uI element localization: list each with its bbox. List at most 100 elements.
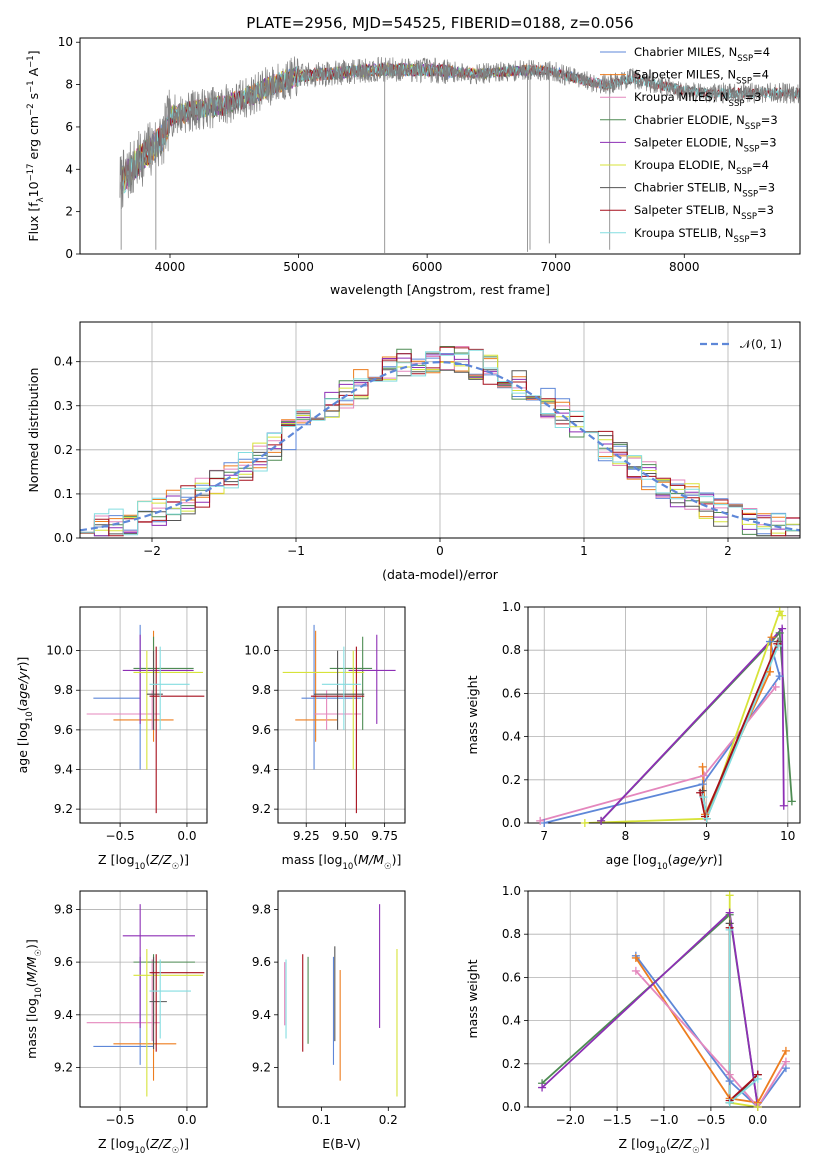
mass-weight-line [541, 913, 759, 1107]
model-spectrum-line [120, 63, 800, 194]
mass-weight-line [635, 957, 787, 1104]
plus-marker [702, 814, 711, 823]
x-tick-label: −0.5 [106, 1113, 135, 1127]
y-tick-label: 0.8 [502, 643, 521, 657]
y-tick-label: 0.0 [502, 1100, 521, 1114]
plot-area [282, 624, 396, 814]
plus-marker [540, 819, 549, 827]
legend-label: Salpeter ELODIE, NSSP=3 [634, 135, 777, 154]
legend-label: 𝒩(0, 1) [740, 337, 782, 351]
residual-histogram-step [80, 346, 800, 537]
y-tick-label: 0.8 [502, 927, 521, 941]
y-tick-label: 9.4 [252, 1008, 271, 1022]
plus-marker [775, 607, 784, 616]
y-tick-label: 9.2 [252, 802, 271, 816]
x-tick-label: 8000 [669, 260, 700, 274]
plus-marker [753, 1103, 762, 1111]
x-tick-label: −2.0 [556, 1113, 585, 1127]
plus-marker [781, 1046, 790, 1055]
y-tick-label: 0.4 [502, 730, 521, 744]
plus-marker [699, 793, 708, 802]
mass-weight-line [539, 686, 777, 822]
x-tick-label: 10 [780, 829, 795, 843]
plus-marker [631, 953, 640, 962]
normal-distribution-curve [80, 360, 800, 532]
x-tick-label: 1 [580, 544, 588, 558]
y-tick-label: 10.0 [244, 644, 271, 658]
legend-label: Kroupa MILES, NSSP=3 [634, 90, 761, 109]
y-axis-label: mass weight [465, 675, 480, 754]
x-tick-label: 0.2 [379, 1113, 398, 1127]
y-tick-label: 0.0 [502, 816, 521, 830]
panel-residuals: −2 −1 0 1 2 0.0 0.1 0.2 0.3 0.4 𝒩(0, 1) (data-model… [26, 321, 801, 582]
y-tick-label: 0.4 [54, 355, 73, 369]
y-tick-label: 0 [65, 247, 73, 261]
model-spectrum-line [120, 62, 614, 195]
plot-area [119, 56, 800, 253]
y-tick-label: 9.6 [252, 955, 271, 969]
plus-marker [536, 816, 545, 825]
x-axis-label: Z [log10(Z/Z☉)] [619, 1136, 710, 1156]
y-tick-label: 0.2 [502, 773, 521, 787]
legend-label: Chabrier ELODIE, NSSP=3 [634, 113, 778, 132]
legend-label: Kroupa ELODIE, NSSP=4 [634, 158, 769, 177]
y-tick-label: 0.0 [54, 531, 73, 545]
y-tick-label: 9.2 [54, 802, 73, 816]
y-tick-label: 9.6 [54, 955, 73, 969]
y-axis-label: Flux [fλ10−17 erg cm−2 s−1 A−1] [26, 50, 46, 241]
plus-marker [631, 966, 640, 975]
panel-age_vs_mass: 9.25 9.50 9.75 9.2 9.4 9.6 9.8 10.0 mass [log10(… [244, 606, 406, 872]
axes-frame [277, 890, 406, 1108]
legend-label: Kroupa STELIB, NSSP=3 [634, 226, 766, 245]
x-tick-label: 0.0 [748, 1113, 767, 1127]
x-tick-label: −1.0 [649, 1113, 678, 1127]
x-tick-label: 9.50 [332, 829, 359, 843]
x-axis-label: wavelength [Angstrom, rest frame] [330, 282, 550, 297]
y-tick-label: 9.2 [54, 1060, 73, 1074]
panel-age_vs_Z: −0.5 0.0 9.2 9.4 9.6 9.8 10.0 Z [log10(Z/Z☉)] ag… [15, 606, 208, 872]
x-tick-label: −2 [143, 544, 161, 558]
y-tick-label: 0.6 [502, 686, 521, 700]
plus-marker [700, 771, 709, 780]
y-tick-label: 9.8 [54, 683, 73, 697]
y-axis-label: age [log10(age/yr)] [15, 657, 35, 774]
x-tick-label: 9 [703, 829, 711, 843]
y-tick-label: 9.4 [54, 1008, 73, 1022]
plus-marker [725, 1070, 734, 1079]
plus-marker [725, 925, 734, 934]
legend-label: Salpeter MILES, NSSP=4 [634, 68, 769, 87]
y-tick-label: 9.6 [54, 723, 73, 737]
y-tick-label: 6 [65, 120, 73, 134]
plot-area [80, 346, 800, 537]
x-tick-label: 9.25 [293, 829, 320, 843]
plus-marker [778, 624, 787, 633]
axes-frame [527, 606, 801, 824]
plus-marker [725, 908, 734, 917]
plus-marker [778, 611, 787, 620]
y-tick-label: 1.0 [502, 884, 521, 898]
data-spectrum-line [119, 56, 800, 210]
y-axis-label: Normed distribution [26, 368, 41, 493]
y-tick-label: 2 [65, 205, 73, 219]
x-tick-label: 0 [436, 544, 444, 558]
y-tick-label: 9.4 [252, 762, 271, 776]
x-tick-label: 9.75 [371, 829, 398, 843]
x-tick-label: 0.0 [177, 1113, 196, 1127]
panel-spectrum: 4000 5000 6000 7000 8000 0 2 4 6 8 10 wavelength [A… [26, 35, 801, 297]
x-tick-label: −1 [287, 544, 305, 558]
y-tick-label: 9.8 [252, 683, 271, 697]
y-tick-label: 1.0 [502, 600, 521, 614]
x-tick-label: −0.5 [696, 1113, 725, 1127]
plus-marker [725, 1098, 734, 1107]
y-tick-label: 9.8 [252, 902, 271, 916]
x-axis-label: (data-model)/error [382, 567, 499, 582]
y-tick-label: 0.2 [54, 443, 73, 457]
y-tick-label: 9.6 [252, 723, 271, 737]
panel-mass_vs_Z: −0.5 0.0 9.2 9.4 9.6 9.8 Z [log10(Z/Z☉)] mass [… [24, 890, 208, 1156]
plus-marker [597, 816, 606, 825]
panel-weight_vs_Z: −2.0 −1.5 −1.0 −0.5 0.0 0.0 0.2 0.4 0.6 0.8 1.0 Z [… [465, 884, 801, 1156]
y-tick-label: 9.8 [54, 902, 73, 916]
y-tick-label: 4 [65, 162, 73, 176]
plot-area [86, 624, 205, 814]
